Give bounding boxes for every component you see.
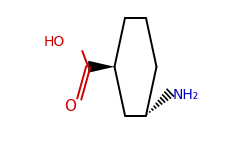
- Text: HO: HO: [44, 35, 65, 49]
- Text: O: O: [64, 99, 76, 114]
- Text: NH₂: NH₂: [173, 88, 199, 102]
- Polygon shape: [88, 61, 115, 73]
